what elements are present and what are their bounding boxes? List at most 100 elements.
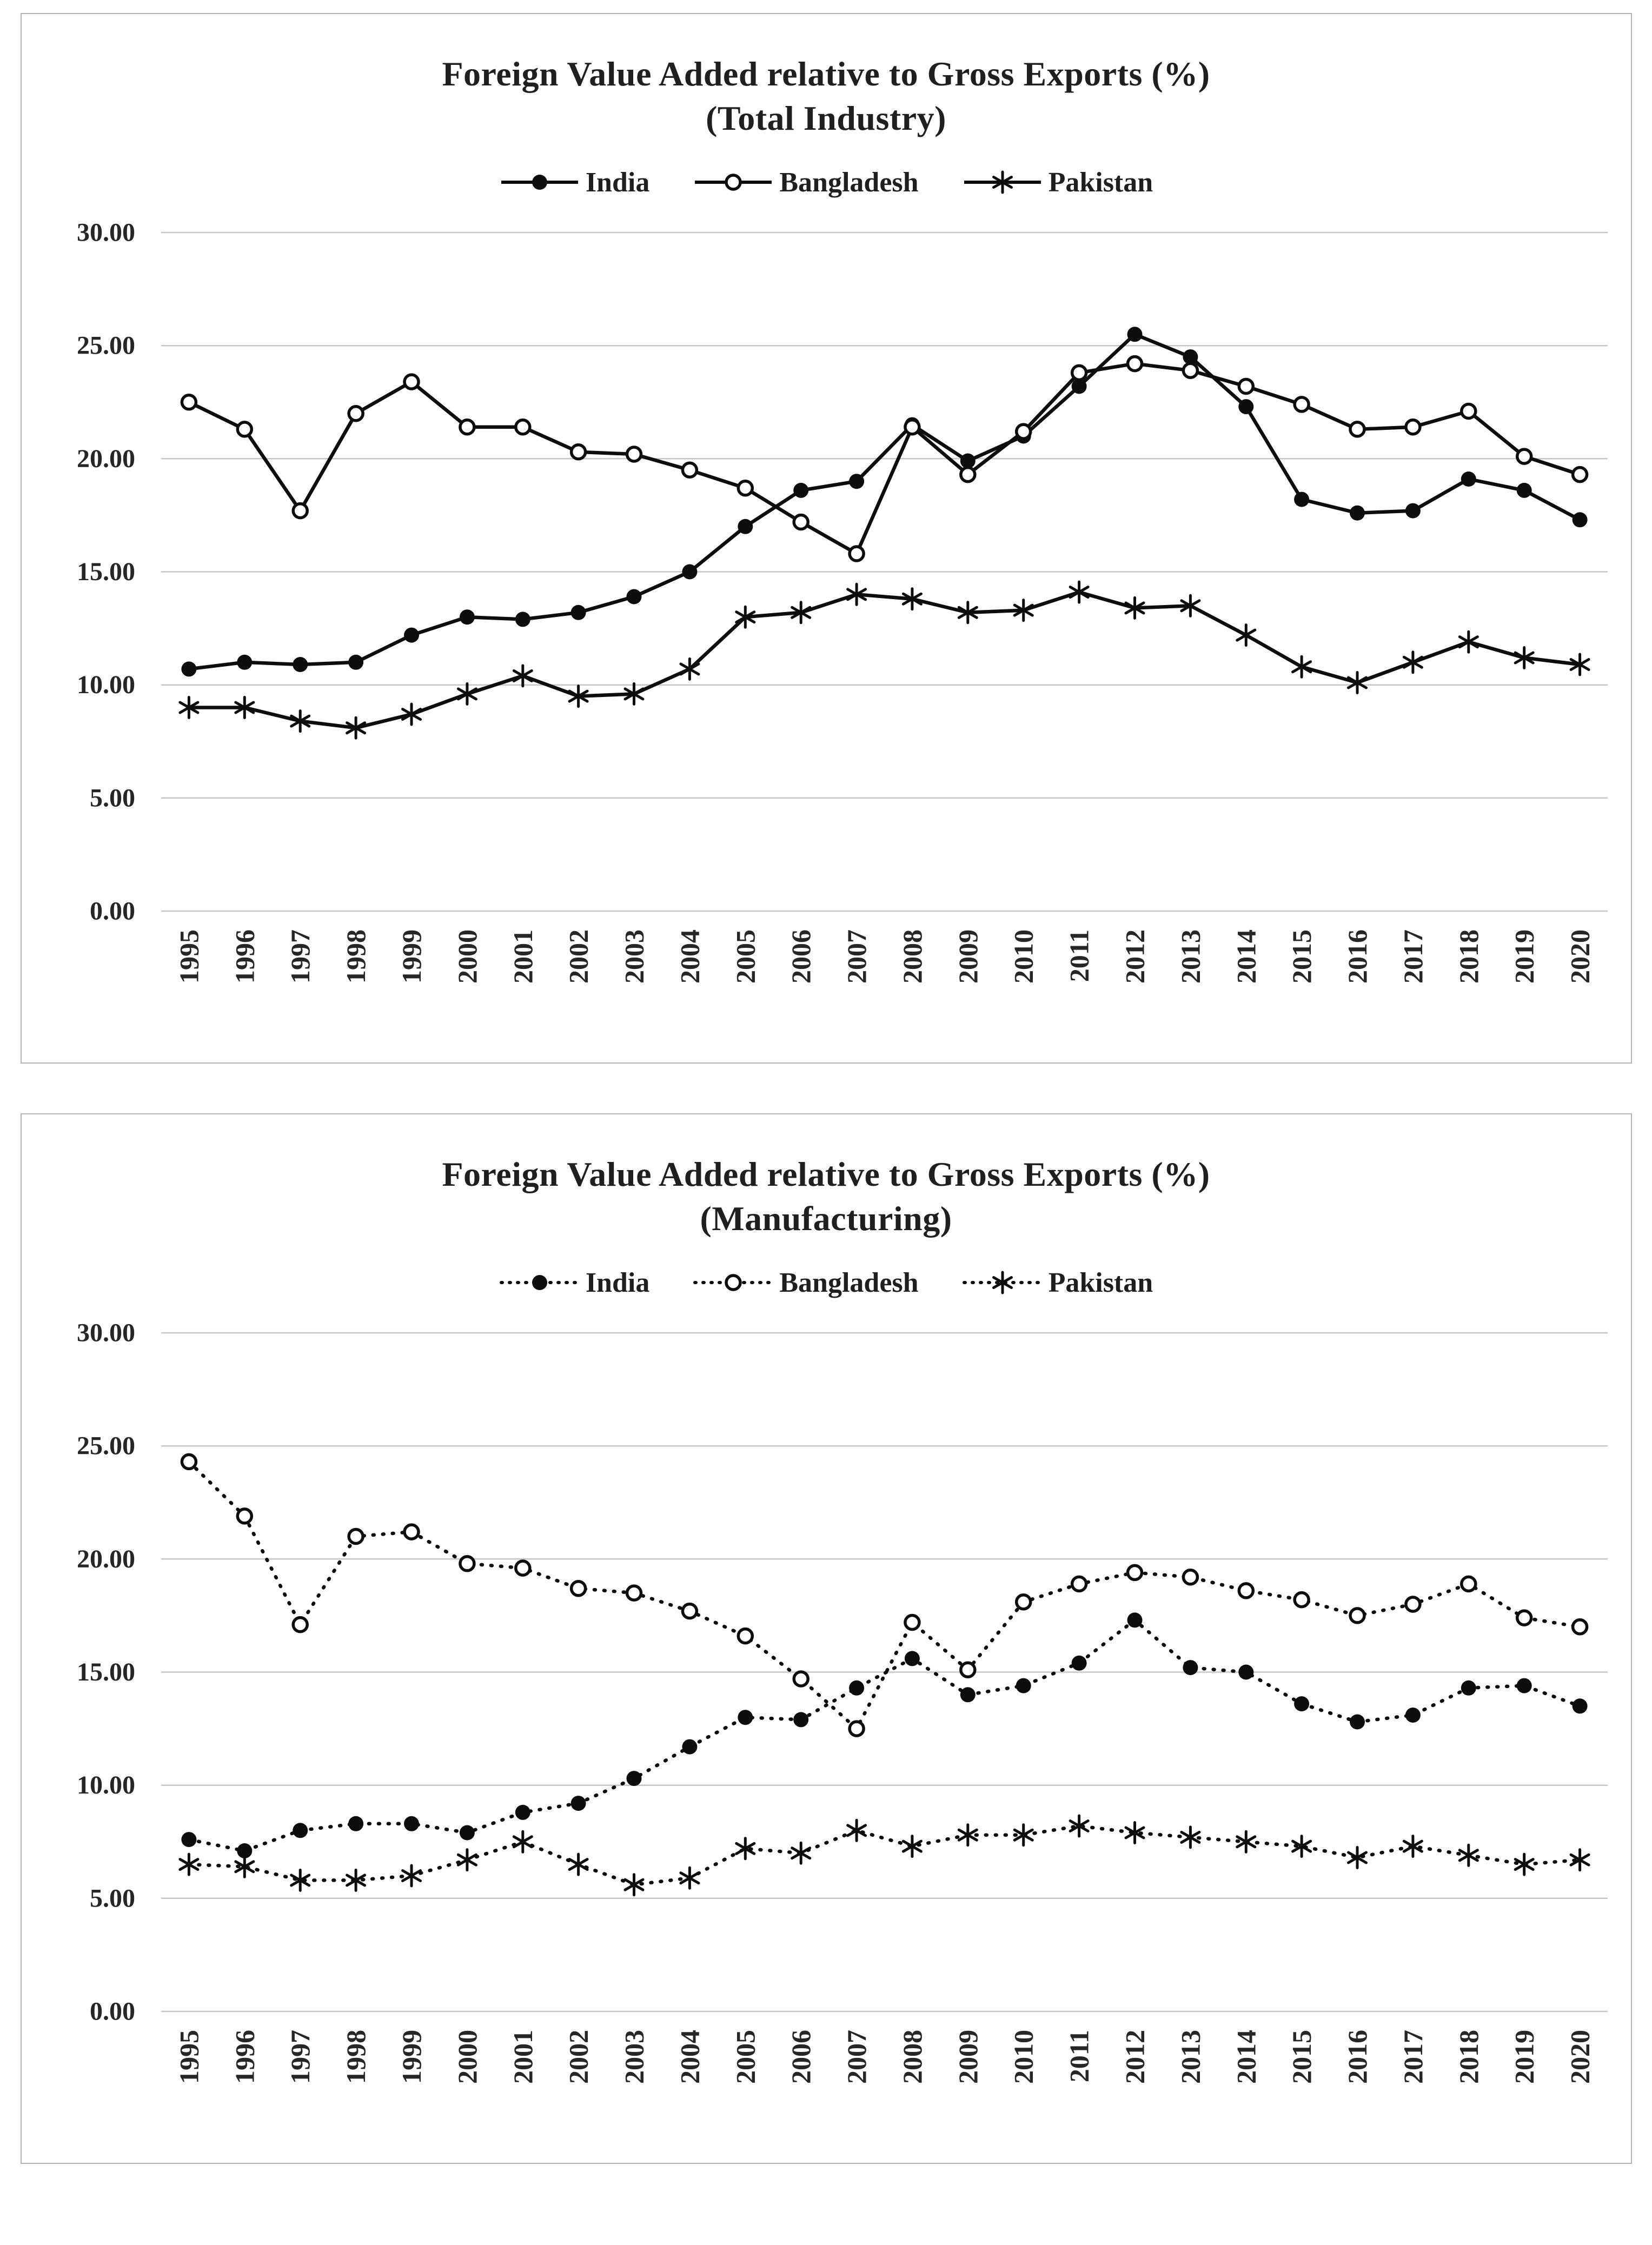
series-line-india [188,332,1581,671]
marker-open-circle [1571,466,1588,483]
marker-open-circle [236,1507,253,1525]
series-markers-india [181,327,1588,677]
x-tick-label: 2010 [1008,2030,1038,2084]
marker-filled-circle [236,1843,252,1858]
legend-swatch-pakistan [962,1271,1043,1294]
x-tick-label: 2004 [674,929,705,984]
marker-asterisk [289,1868,310,1892]
marker-open-circle [959,466,977,483]
chart-subtitle: (Total Industry) [706,98,946,137]
marker-filled-circle [848,474,864,489]
marker-asterisk [1179,594,1200,617]
marker-asterisk [1458,1843,1479,1867]
marker-asterisk [846,1818,867,1842]
marker-asterisk [1235,623,1256,647]
marker-filled-circle [1349,1714,1365,1730]
marker-open-circle [737,1627,754,1644]
marker-filled-circle [1405,1707,1421,1723]
marker-asterisk [1402,1834,1423,1858]
marker-filled-circle [1516,1678,1532,1693]
marker-open-circle [1348,420,1366,438]
marker-open-circle [625,1584,642,1602]
marker-asterisk [790,601,811,625]
marker-filled-circle [626,1770,641,1786]
marker-filled-circle [292,656,308,672]
marker-filled-circle [181,661,196,677]
marker-asterisk [992,1271,1013,1294]
x-tick-label: 2014 [1231,2030,1261,2084]
x-tick-label: 2009 [952,929,983,984]
x-tick-label: 2007 [841,929,872,984]
marker-asterisk [1069,580,1090,604]
marker-open-circle [1014,423,1032,440]
marker-open-circle [347,1527,364,1545]
legend-swatch-bangladesh [693,1274,774,1291]
marker-asterisk [512,1830,533,1854]
x-tick-label: 2006 [786,2030,816,2084]
marker-asterisk [734,605,755,629]
marker-asterisk [846,582,867,606]
x-tick-label: 2017 [1397,2030,1428,2084]
marker-asterisk [1458,630,1479,654]
legend-label-pakistan: Pakistan [1048,1267,1153,1298]
marker-filled-circle [570,605,586,620]
marker-open-circle [1014,1593,1032,1611]
y-tick-label: 5.00 [90,783,135,812]
marker-asterisk [1514,1852,1535,1876]
marker-open-circle [1126,1564,1143,1581]
marker-open-circle [402,373,420,390]
marker-open-circle [959,1661,977,1678]
x-tick-label: 2018 [1453,929,1483,984]
x-tick-label: 2006 [786,929,816,984]
x-tick-label: 2003 [619,929,649,984]
series-line-india [187,1617,1582,1852]
marker-open-circle [458,1555,476,1572]
x-tick-label: 1998 [341,2030,371,2084]
x-tick-label: 1995 [174,929,204,984]
marker-asterisk [1291,655,1312,679]
x-tick-label: 2011 [1064,2030,1094,2082]
marker-asterisk [1069,1814,1090,1838]
x-tick-label: 2001 [507,929,538,984]
marker-asterisk [957,601,978,625]
x-tick-label: 2018 [1453,2030,1483,2084]
marker-asterisk [1514,646,1535,669]
marker-asterisk [734,1836,755,1860]
x-tick-label: 2009 [952,2030,983,2084]
marker-filled-circle [515,1804,530,1820]
marker-asterisk [568,1852,589,1876]
marker-filled-circle [403,627,419,643]
marker-asterisk [901,1834,923,1858]
marker-filled-circle [181,1831,196,1847]
marker-asterisk [901,587,923,611]
x-tick-label: 2011 [1064,929,1094,982]
x-tick-label: 2010 [1008,929,1038,984]
marker-filled-circle [1516,482,1532,498]
legend-manufacturing: India Bangladesh Pakistan [22,1267,1631,1299]
marker-filled-circle [1238,1664,1253,1680]
marker-filled-circle [737,519,753,534]
marker-filled-circle [1071,378,1087,394]
marker-open-circle [569,443,587,461]
legend-label-bangladesh: Bangladesh [779,167,919,198]
x-tick-label: 2020 [1564,929,1595,984]
marker-filled-circle [236,654,252,670]
marker-filled-circle [737,1709,753,1725]
marker-open-circle [1292,395,1310,413]
chart-title-line1: Foreign Value Added relative to Gross Ex… [442,55,1210,93]
x-tick-label: 1997 [285,2030,315,2084]
marker-open-circle [1348,1606,1366,1624]
x-tick-label: 1996 [229,929,260,984]
y-tick-label: 10.00 [77,670,135,699]
marker-open-circle [1404,1595,1422,1613]
marker-filled-circle [1293,491,1309,507]
x-tick-label: 2017 [1397,929,1428,984]
y-tick-label: 25.00 [77,331,135,360]
y-tick-label: 30.00 [77,1318,135,1347]
x-tick-label: 1999 [396,929,427,984]
x-tick-label: 2005 [730,929,760,984]
marker-filled-circle [1349,505,1365,521]
marker-open-circle [1070,364,1087,381]
marker-asterisk [568,684,589,708]
marker-asterisk [623,682,644,706]
